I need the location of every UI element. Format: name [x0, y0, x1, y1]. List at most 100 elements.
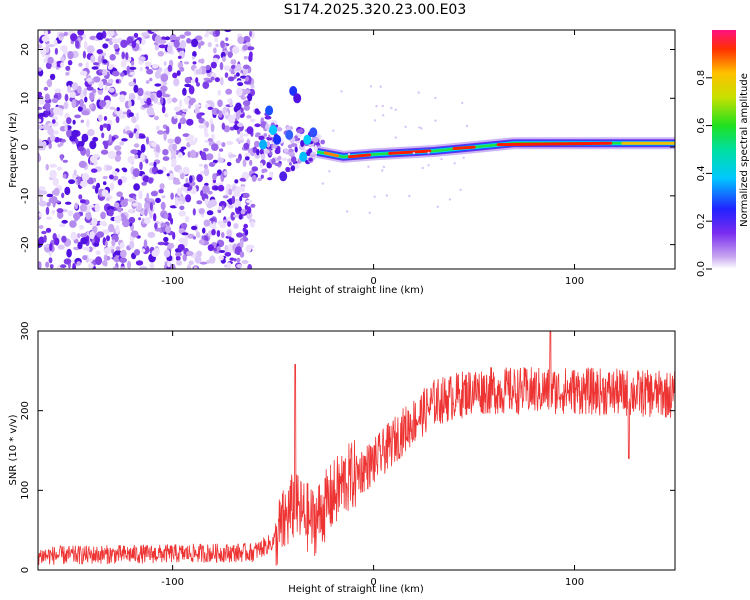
noise-speck — [65, 201, 72, 205]
noise-speck — [84, 96, 88, 103]
noise-speck — [233, 223, 239, 229]
noise-speck — [38, 140, 44, 148]
snr-ytick-label: 300 — [20, 321, 31, 340]
snr-ytick-label: 0 — [20, 567, 31, 573]
noise-speck — [132, 202, 138, 207]
noise-speck — [105, 38, 110, 42]
noise-speck — [104, 85, 108, 91]
transition-blob — [259, 148, 264, 155]
noise-speck — [230, 59, 237, 65]
noise-speck — [147, 177, 154, 184]
faint-point — [340, 90, 343, 93]
colorbar-gradient — [712, 30, 736, 269]
noise-speck — [240, 208, 246, 215]
noise-speck — [219, 62, 224, 71]
noise-speck — [69, 135, 78, 142]
noise-speck — [63, 101, 69, 110]
noise-speck — [47, 127, 54, 136]
noise-speck — [138, 190, 143, 200]
noise-speck — [220, 40, 225, 49]
noise-speck — [181, 232, 189, 236]
noise-speck — [106, 235, 110, 242]
noise-speck — [54, 47, 59, 55]
noise-speck — [88, 246, 93, 253]
noise-speck — [56, 208, 64, 214]
snr-ytick-label: 100 — [20, 481, 31, 500]
transition-blob — [257, 177, 263, 182]
noise-speck — [91, 168, 98, 173]
noise-speck — [195, 77, 199, 84]
noise-speck — [233, 214, 240, 218]
snr-series-line — [38, 331, 675, 566]
noise-speck — [221, 232, 225, 238]
faint-point — [427, 164, 430, 167]
noise-speck — [38, 236, 45, 245]
noise-speck — [75, 40, 80, 49]
noise-speck — [204, 182, 209, 187]
noise-speck — [103, 116, 108, 121]
noise-speck — [231, 195, 236, 204]
noise-speck — [141, 32, 150, 37]
noise-speck — [241, 185, 245, 193]
noise-speck — [107, 78, 114, 84]
noise-speck — [38, 186, 46, 191]
noise-speck — [71, 99, 77, 109]
noise-speck — [80, 233, 88, 238]
noise-speck — [214, 77, 220, 83]
noise-speck — [234, 179, 239, 184]
noise-speck — [211, 143, 219, 151]
noise-speck — [145, 66, 149, 70]
noise-speck — [150, 191, 158, 197]
noise-speck — [179, 40, 187, 49]
noise-speck — [127, 155, 135, 164]
noise-speck — [223, 219, 228, 223]
noise-speck — [122, 168, 128, 173]
noise-speck — [161, 105, 166, 114]
noise-speck — [174, 136, 182, 145]
noise-speck — [224, 112, 229, 116]
noise-speck — [211, 181, 218, 187]
noise-speck — [175, 255, 181, 261]
noise-speck — [50, 134, 56, 142]
noise-speck — [218, 250, 226, 253]
noise-speck — [99, 221, 104, 226]
noise-speck — [44, 102, 51, 110]
noise-speck — [126, 65, 130, 74]
noise-speck — [192, 208, 196, 216]
noise-speck — [222, 195, 229, 199]
noise-speck — [196, 112, 202, 120]
noise-speck — [173, 106, 181, 112]
noise-speck — [97, 55, 102, 65]
noise-speck — [114, 154, 122, 162]
noise-speck — [184, 216, 190, 223]
noise-speck — [207, 230, 213, 237]
noise-speck — [189, 175, 193, 184]
transition-blob — [258, 135, 265, 141]
snr-background — [38, 331, 675, 570]
noise-speck — [176, 47, 184, 51]
noise-speck — [156, 125, 160, 131]
noise-speck — [44, 30, 48, 37]
noise-speck — [211, 133, 215, 140]
spectrogram-xtick-label: -100 — [161, 276, 184, 287]
noise-speck — [45, 216, 53, 220]
noise-speck — [102, 69, 108, 76]
noise-speck — [44, 93, 50, 101]
noise-speck — [221, 205, 225, 211]
noise-speck — [146, 68, 154, 75]
noise-speck — [203, 148, 209, 152]
noise-speck — [45, 206, 50, 215]
noise-speck — [74, 114, 81, 119]
transition-blob — [291, 156, 297, 163]
faint-point — [462, 156, 465, 159]
faint-point — [347, 153, 351, 156]
noise-speck — [250, 84, 255, 89]
noise-speck — [38, 153, 41, 162]
noise-speck — [205, 30, 210, 36]
noise-speck — [173, 181, 181, 185]
noise-speck — [212, 221, 217, 230]
noise-speck — [217, 89, 221, 96]
noise-speck — [193, 266, 198, 269]
noise-speck — [202, 185, 210, 193]
noise-speck — [72, 119, 76, 125]
